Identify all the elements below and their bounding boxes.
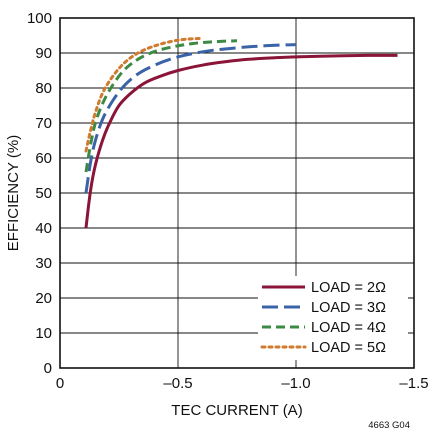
figure-code: 4663 G04 [368,420,410,431]
series-line-1 [84,53,398,229]
legend: LOAD = 2Ω LOAD = 3Ω LOAD = 4Ω LOAD = 5Ω [258,276,408,360]
y-axis-title: EFFICIENCY (%) [5,135,22,251]
legend-label: LOAD = 5Ω [311,340,386,356]
y-tick-label: 70 [35,115,52,132]
legend-label: LOAD = 4Ω [311,320,386,336]
tick-labels: 0 10 20 30 40 50 60 70 80 90 100 0 –0.5 –1.0 –1.5 [27,10,428,392]
y-tick-label: 50 [35,185,52,202]
y-tick-label: 10 [35,325,52,342]
x-tick-label: 0 [56,375,64,392]
plot-frame [59,17,415,369]
y-tick-label: 100 [27,10,52,27]
series-line-3 [84,39,238,173]
legend-label: LOAD = 2Ω [311,280,386,296]
y-tick-label: 0 [44,360,52,377]
x-axis-title: TEC CURRENT (A) [171,402,302,419]
y-tick-label: 80 [35,80,52,97]
y-tick-label: 60 [35,150,52,167]
grid [60,18,414,368]
x-tick-label: –0.5 [163,375,192,392]
y-tick-label: 30 [35,255,52,272]
series-lines [84,36,398,229]
y-tick-label: 40 [35,220,52,237]
y-tick-label: 90 [35,45,52,62]
legend-label: LOAD = 3Ω [311,300,386,316]
series-line-2 [84,43,297,194]
y-tick-label: 20 [35,290,52,307]
series-line-4 [84,36,204,153]
x-tick-label: –1.0 [281,375,310,392]
x-tick-label: –1.5 [399,375,428,392]
